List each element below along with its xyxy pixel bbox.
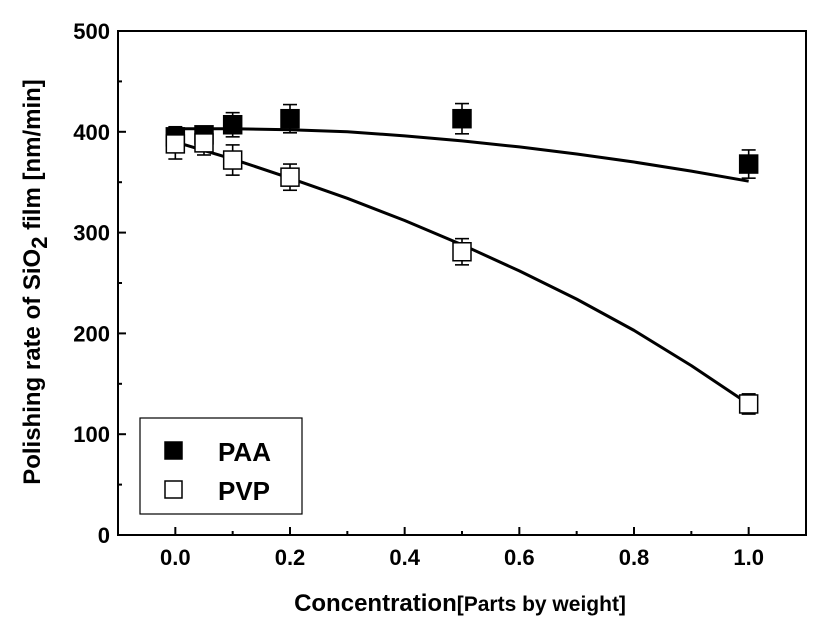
y-axis-title: Polishing rate of SiO2 film [nm/min] — [19, 79, 52, 485]
y-axis-title-pre: Polishing rate of SiO — [19, 249, 46, 485]
data-point-pvp — [281, 164, 299, 190]
data-point-paa — [740, 150, 758, 178]
x-tick-label: 0.4 — [389, 545, 420, 570]
fit-curve-pvp — [175, 142, 748, 404]
marker-paa — [740, 155, 758, 173]
marker-pvp — [740, 395, 758, 413]
x-axis-title-unit: [Parts by weight] — [457, 593, 626, 616]
x-tick-label: 0.8 — [619, 545, 650, 570]
marker-pvp — [224, 151, 242, 169]
data-point-paa — [224, 113, 242, 137]
fit-curves — [175, 129, 748, 404]
marker-paa — [453, 110, 471, 128]
y-tick-label: 300 — [73, 221, 110, 246]
y-tick-label: 500 — [73, 19, 110, 44]
legend-marker-paa — [165, 442, 182, 459]
x-tick-label: 0.2 — [275, 545, 306, 570]
y-tick-label: 400 — [73, 120, 110, 145]
y-axis-title-sub: 2 — [27, 237, 52, 249]
x-tick-label: 0.0 — [160, 545, 191, 570]
legend-label-paa: PAA — [218, 437, 271, 467]
x-tick-label: 1.0 — [733, 545, 764, 570]
marker-pvp — [166, 135, 184, 153]
y-tick-label: 200 — [73, 321, 110, 346]
y-axis-title-post: film [nm/min] — [19, 79, 46, 236]
fit-curve-paa — [175, 129, 748, 181]
marker-paa — [281, 110, 299, 128]
y-tick-label: 100 — [73, 422, 110, 447]
data-point-pvp — [740, 394, 758, 414]
data-points — [166, 104, 757, 414]
legend-label-pvp: PVP — [218, 476, 270, 506]
data-point-pvp — [195, 131, 213, 155]
x-axis-title-main: Concentration — [294, 590, 457, 617]
data-point-pvp — [453, 239, 471, 265]
legend: PAA PVP — [140, 418, 302, 514]
legend-marker-pvp — [165, 481, 182, 498]
marker-pvp — [281, 168, 299, 186]
marker-pvp — [453, 243, 471, 261]
data-point-pvp — [224, 145, 242, 175]
marker-paa — [224, 116, 242, 134]
data-point-paa — [453, 104, 471, 134]
y-tick-label: 0 — [98, 523, 110, 548]
marker-pvp — [195, 134, 213, 152]
x-axis-title: Concentration[Parts by weight] — [294, 590, 626, 617]
x-tick-label: 0.6 — [504, 545, 535, 570]
